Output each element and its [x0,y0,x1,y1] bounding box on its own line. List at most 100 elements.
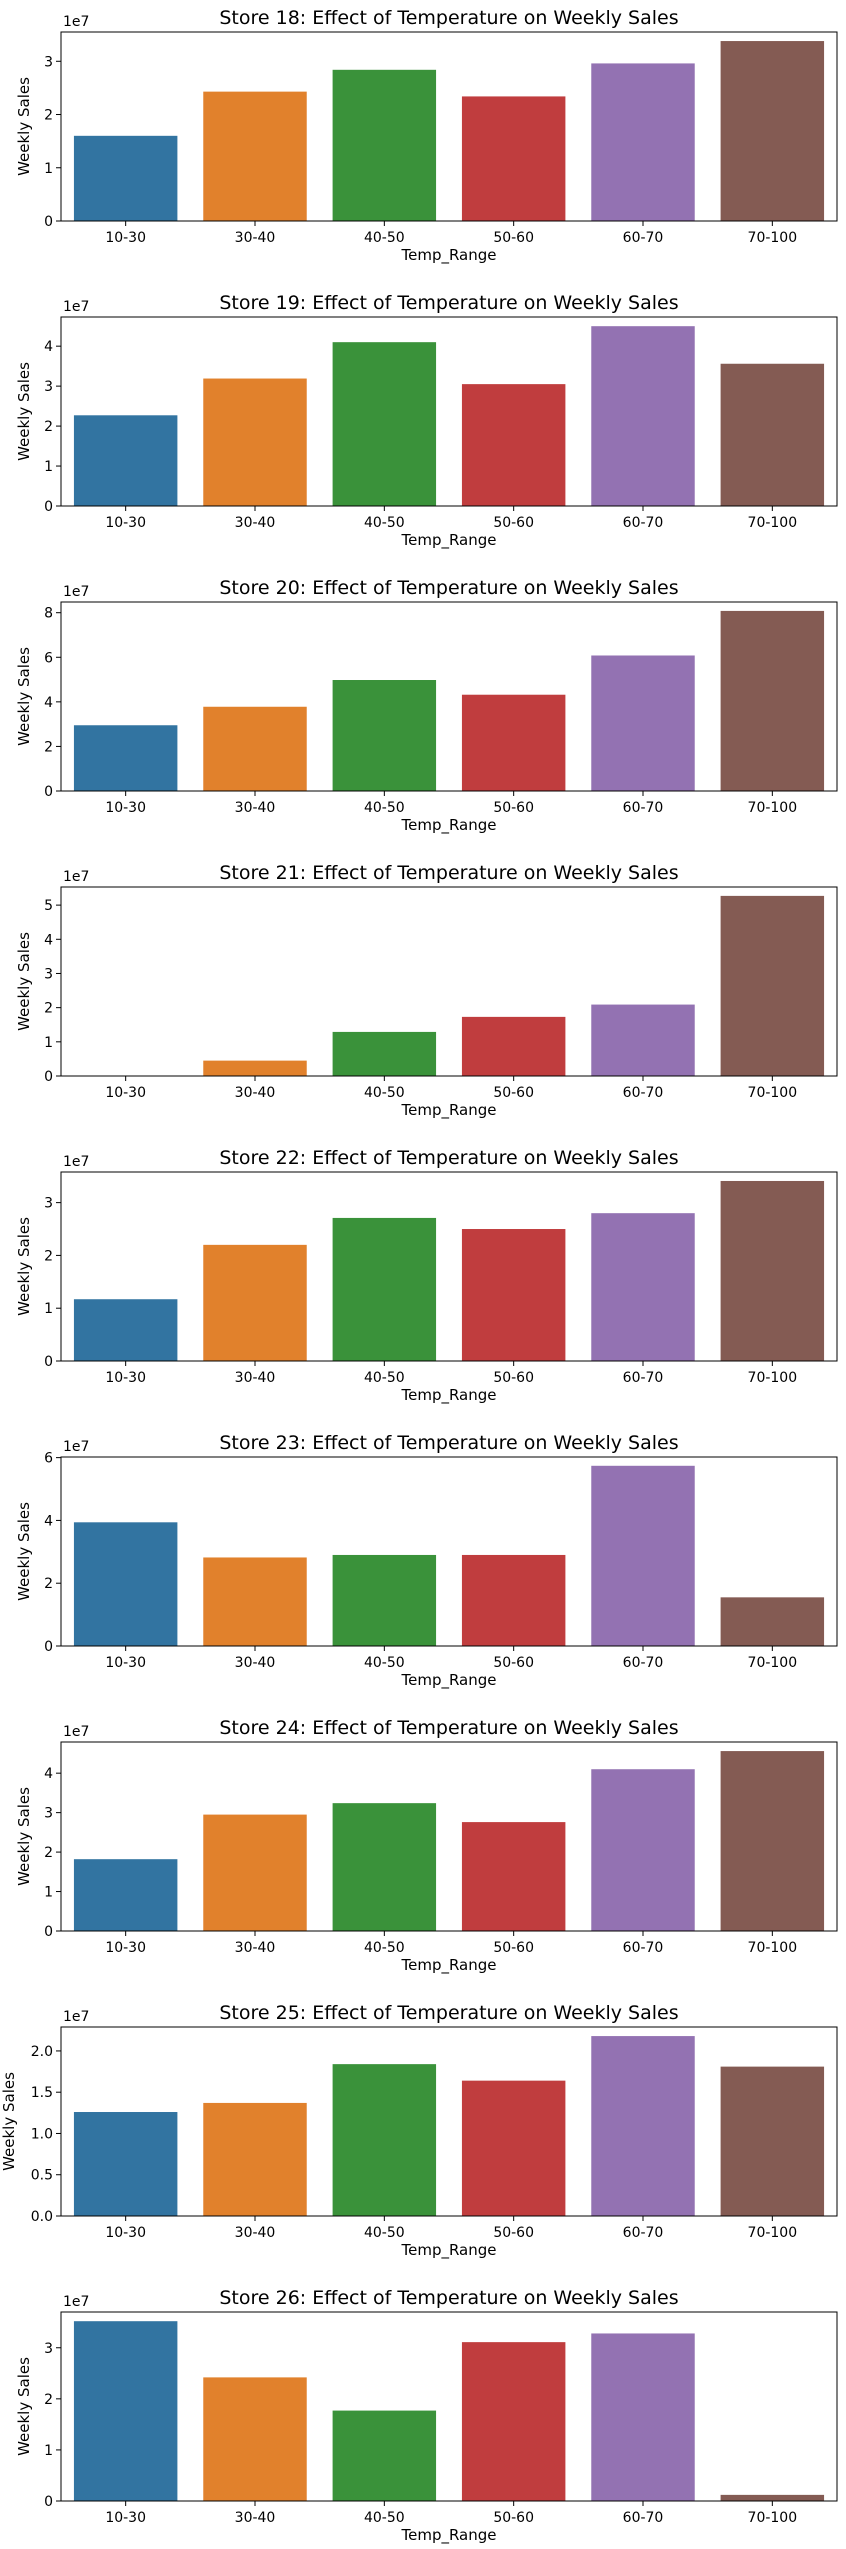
chart-0: Store 18: Effect of Temperature on Weekl… [15,7,838,265]
y-tick-label: 0 [44,784,53,800]
x-tick-label: 30-40 [235,515,276,531]
x-tick-label: 40-50 [364,1655,405,1671]
x-axis-label: Temp_Range [400,2241,496,2260]
bar-10-30 [73,1859,178,1931]
x-tick-label: 30-40 [235,230,276,246]
y-tick-label: 2.0 [31,2044,53,2060]
y-tick-label: 3 [44,2341,53,2357]
y-tick-label: 0 [44,2494,53,2510]
bar-40-50 [332,2410,437,2501]
bar-40-50 [332,1803,437,1931]
x-axis-label: Temp_Range [400,1671,496,1690]
x-tick-label: 10-30 [105,1940,146,1956]
chart-title: Store 19: Effect of Temperature on Weekl… [219,292,678,314]
x-tick-label: 60-70 [623,2510,664,2526]
x-tick-label: 30-40 [235,1370,276,1386]
y-tick-label: 2 [44,1001,53,1017]
y-tick-label: 3 [44,1196,53,1212]
bar-10-30 [73,1299,178,1361]
y-tick-label: 1 [44,1035,53,1051]
y-tick-label: 2 [44,1576,53,1592]
y-tick-label: 1 [44,1301,53,1317]
chart-title: Store 18: Effect of Temperature on Weekl… [219,7,678,29]
y-tick-label: 1 [44,161,53,177]
x-tick-label: 60-70 [623,1655,664,1671]
x-tick-label: 60-70 [623,1085,664,1101]
y-tick-label: 0.0 [31,2209,53,2225]
axes-frame [60,2026,838,2217]
x-tick-label: 30-40 [235,1940,276,1956]
bar-70-100 [720,2494,825,2501]
x-tick-label: 50-60 [493,230,534,246]
chart-title: Store 20: Effect of Temperature on Weekl… [219,577,678,599]
y-axis-label: Weekly Sales [15,77,33,176]
x-tick-label: 30-40 [235,800,276,816]
x-tick-label: 50-60 [493,800,534,816]
bar-50-60 [461,1822,566,1931]
x-tick-label: 50-60 [493,2225,534,2241]
bar-60-70 [591,326,695,506]
x-tick-label: 70-100 [748,1370,798,1386]
y-tick-label: 0.5 [31,2168,53,2184]
y-tick-label: 2 [44,739,53,755]
chart-title: Store 24: Effect of Temperature on Weekl… [219,1717,678,1739]
chart-2: Store 20: Effect of Temperature on Weekl… [15,577,838,835]
y-offset-label: 1e7 [63,2294,89,2310]
bar-70-100 [720,1751,825,1931]
bar-10-30 [73,2112,178,2216]
y-tick-label: 4 [44,1766,53,1782]
x-axis-label: Temp_Range [400,531,496,550]
bar-30-40 [203,1814,307,1931]
chart-7: Store 25: Effect of Temperature on Weekl… [0,2002,838,2260]
y-offset-label: 1e7 [63,584,89,600]
x-tick-label: 50-60 [493,1370,534,1386]
x-tick-label: 30-40 [235,2225,276,2241]
x-axis-label: Temp_Range [400,1386,496,1405]
y-axis-label: Weekly Sales [0,2072,18,2171]
y-offset-label: 1e7 [63,299,89,315]
chart-title: Store 23: Effect of Temperature on Weekl… [219,1432,678,1454]
bar-60-70 [591,1213,695,1361]
bar-60-70 [591,2333,695,2501]
y-axis-label: Weekly Sales [15,1217,33,1316]
bar-60-70 [591,1769,695,1931]
y-tick-label: 0 [44,1354,53,1370]
bar-70-100 [720,895,825,1076]
bar-70-100 [720,41,825,221]
y-tick-label: 1 [44,1885,53,1901]
y-tick-label: 4 [44,932,53,948]
y-tick-label: 0 [44,1639,53,1655]
axes-frame [60,1741,838,1932]
chart-title: Store 25: Effect of Temperature on Weekl… [219,2002,678,2024]
x-tick-label: 70-100 [748,2225,798,2241]
chart-3: Store 21: Effect of Temperature on Weekl… [15,862,838,1120]
bar-50-60 [461,1229,566,1361]
y-tick-label: 1.5 [31,2085,53,2101]
bar-70-100 [720,363,825,506]
x-tick-label: 70-100 [748,1940,798,1956]
bar-40-50 [332,69,437,221]
x-tick-label: 30-40 [235,1655,276,1671]
x-tick-label: 60-70 [623,800,664,816]
bar-40-50 [332,1217,437,1361]
y-tick-label: 6 [44,650,53,666]
bar-10-30 [73,725,178,791]
bar-30-40 [203,378,307,506]
y-tick-label: 2 [44,1248,53,1264]
bar-50-60 [461,2342,566,2501]
y-tick-label: 2 [44,108,53,124]
bar-10-30 [73,1522,178,1646]
x-tick-label: 60-70 [623,1370,664,1386]
x-tick-label: 10-30 [105,230,146,246]
y-tick-label: 3 [44,1806,53,1822]
bar-50-60 [461,2080,566,2216]
bar-40-50 [332,2064,437,2216]
bar-50-60 [461,694,566,791]
x-tick-label: 60-70 [623,1940,664,1956]
x-tick-label: 50-60 [493,2510,534,2526]
x-tick-label: 40-50 [364,1940,405,1956]
y-tick-label: 5 [44,898,53,914]
x-tick-label: 50-60 [493,515,534,531]
axes-frame [60,886,838,1077]
y-tick-label: 1 [44,2443,53,2459]
